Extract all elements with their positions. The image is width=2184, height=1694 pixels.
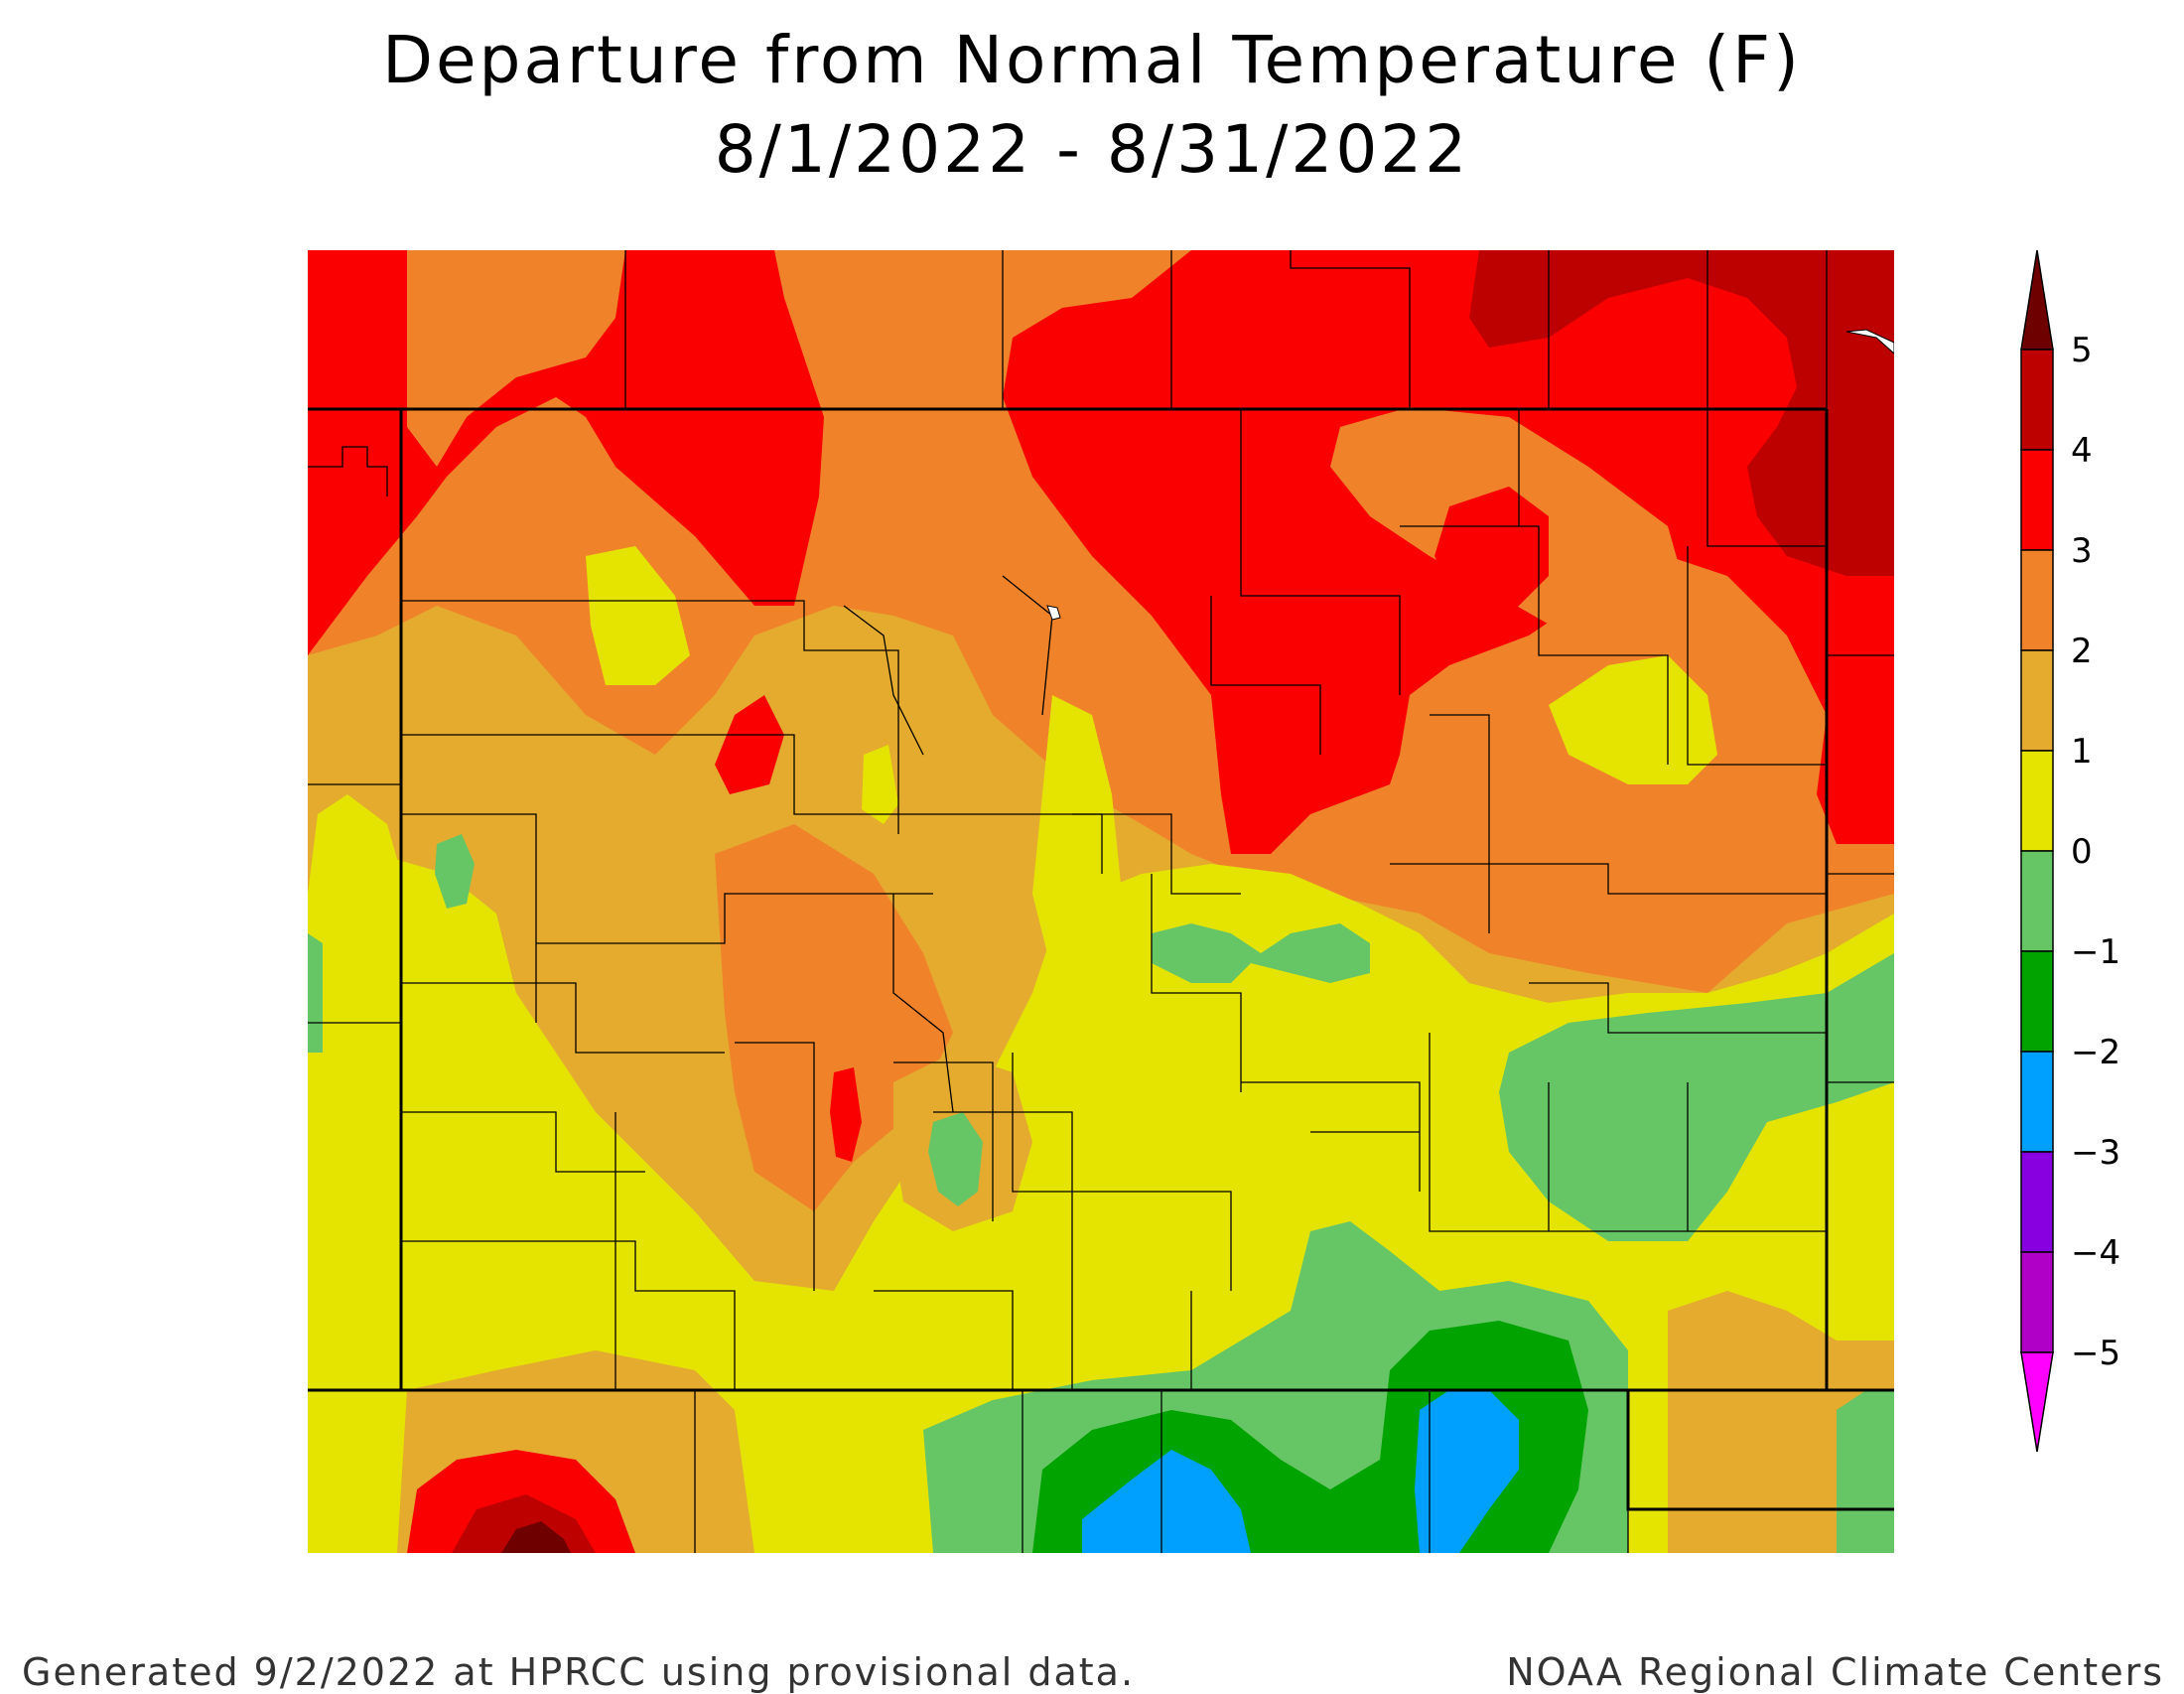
legend-bin-arrow-bottom [2020,1351,2054,1453]
contour-2-3-nw-hole [407,250,625,467]
contour-0-1-north-pocket [586,546,690,685]
legend-bin [2020,649,2054,752]
contour-field [308,250,1894,1553]
map-date-range: 8/1/2022 - 8/31/2022 [714,111,1470,188]
legend-bin [2020,850,2054,952]
legend-bin [2020,549,2054,651]
legend-bin-arrow-top [2020,249,2054,351]
state-border [308,407,1894,1511]
contour-3-4-ne-ring [1434,487,1549,616]
lake-shape [1046,605,1061,621]
footer-credit: NOAA Regional Climate Centers [1506,1650,2164,1694]
contour-neg1-0-center [1152,923,1370,983]
legend-bin [2020,449,2054,551]
contour-neg1-0-west [435,834,475,909]
contour-neg1-0-east [1499,953,1894,1241]
legend-colorbar: 5 4 3 2 1 0 −1 −2 −3 −4 −5 [2020,249,2120,1453]
contour-0-1-center-pocket [862,745,898,824]
contour-0-1-west [308,794,407,953]
legend-tick-label: −4 [2071,1233,2120,1273]
footer-generated-note: Generated 9/2/2022 at HPRCC using provis… [22,1650,1136,1694]
legend-tick-label: 3 [2071,531,2093,571]
lake-shape-ne [1845,329,1894,354]
contour-4-5-northeast [1469,250,1894,576]
contour-0-1-ne-pocket [1549,655,1717,784]
contour-above5-southwest [501,1521,571,1553]
legend-tick-label: −1 [2071,932,2120,972]
contour-neg1-0-se [1837,1390,1894,1553]
legend-tick-label: 2 [2071,632,2093,671]
legend-bin [2020,349,2054,451]
contour-3-4-narrow [830,1067,862,1162]
legend-bin [2020,950,2054,1053]
legend-bin [2020,750,2054,852]
contour-neg1-0-pocket [928,1112,983,1206]
contour-neg3-neg2-southeast [1415,1390,1519,1553]
contour-neg1-0-west-edge [308,933,323,1053]
contour-0-1-mid [1032,695,1142,993]
legend-tick-label: 0 [2071,832,2093,872]
legend-tick-label: 4 [2071,431,2093,471]
legend-bin [2020,1251,2054,1353]
legend-tick-label: 5 [2071,331,2093,370]
contour-neg3-neg2-south [1082,1450,1251,1553]
county-lines [400,409,1827,1390]
legend-tick-label: −5 [2071,1334,2120,1373]
map-title: Departure from Normal Temperature (F) [382,22,1802,98]
contour-3-4-east-edge [1837,616,1894,844]
contour-3-4-small [715,695,784,794]
legend-bin [2020,1051,2054,1153]
legend-tick-label: 1 [2071,732,2093,772]
legend-bin [2020,1151,2054,1253]
legend-tick-label: −3 [2071,1133,2120,1173]
legend-tick-label: −2 [2071,1033,2120,1072]
